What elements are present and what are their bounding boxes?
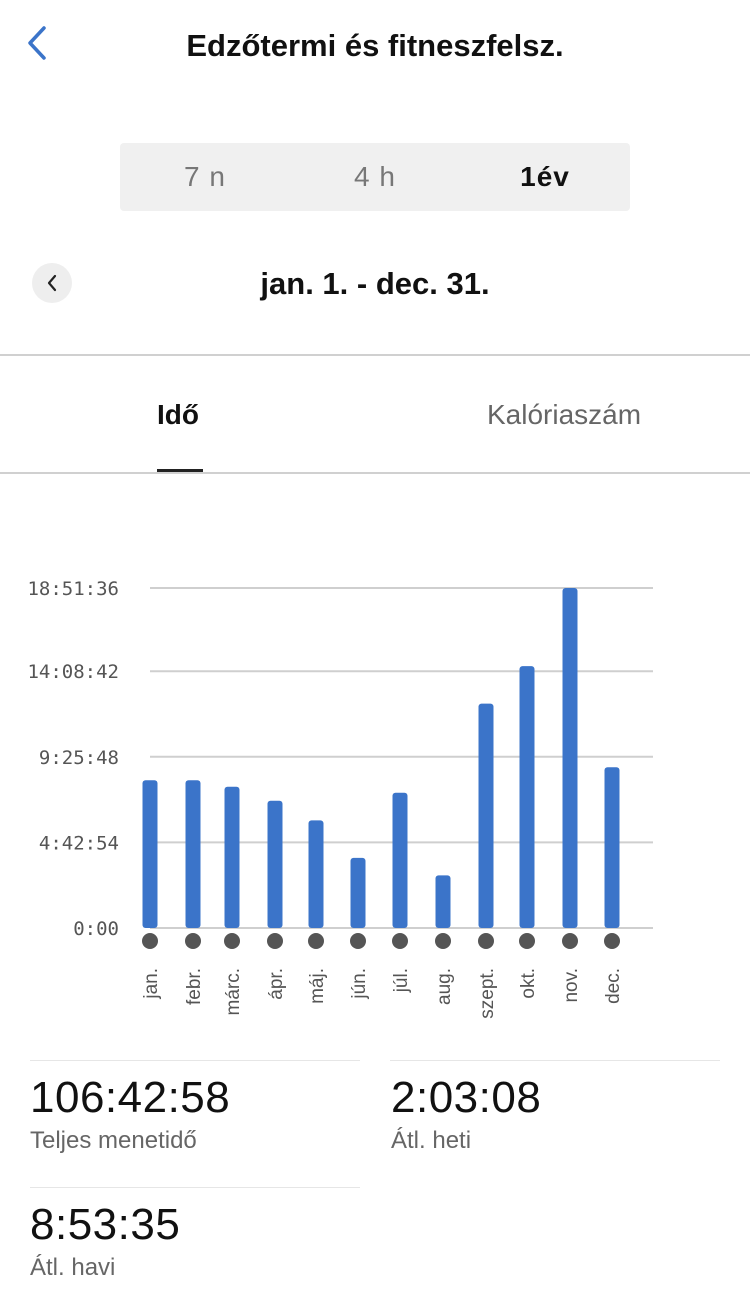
range-segmented-control: 7 n 4 h 1év — [120, 143, 630, 211]
bar-marker-dot — [267, 933, 283, 949]
stat-monthly-average: 8:53:35 Átl. havi — [30, 1200, 180, 1282]
range-tab-4-weeks[interactable]: 4 h — [354, 161, 396, 192]
time-bar-chart: 0:00 4:42:54 9:25:48 14:08:42 18:51:36 jan. fe… — [27, 578, 653, 1019]
bar-marker-dot — [478, 933, 494, 949]
x-tick-label: nov. — [561, 968, 582, 1003]
stat-label: Átl. heti — [391, 1127, 472, 1154]
x-tick-label: máj. — [307, 968, 328, 1004]
stat-value: 106:42:58 — [30, 1073, 231, 1122]
range-tab-1-year[interactable]: 1év — [520, 161, 570, 192]
x-tick-label: márc. — [223, 968, 244, 1016]
x-tick-label: ápr. — [266, 968, 287, 1000]
bar-marker-dot — [435, 933, 451, 949]
chart-bar[interactable] — [392, 792, 408, 928]
x-tick-label: júl. — [391, 968, 412, 993]
chart-bar[interactable] — [142, 780, 158, 928]
divider — [0, 472, 750, 474]
tab-time-label: Idő — [157, 399, 199, 430]
stat-weekly-average: 2:03:08 Átl. heti — [391, 1073, 541, 1155]
bar-marker-dot — [562, 933, 578, 949]
nav-header: Edzőtermi és fitneszfelsz. — [0, 0, 750, 92]
chart-bar[interactable] — [604, 767, 620, 928]
y-tick-label: 9:25:48 — [39, 747, 119, 769]
metric-tabs: Idő Kalóriaszám — [0, 357, 750, 472]
page-title: Edzőtermi és fitneszfelsz. — [186, 28, 564, 63]
x-tick-label: jan. — [141, 968, 162, 1000]
y-tick-label: 14:08:42 — [27, 661, 119, 683]
date-range-label: jan. 1. - dec. 31. — [260, 266, 490, 301]
x-tick-label: dec. — [603, 968, 624, 1004]
chart-bar[interactable] — [562, 587, 578, 928]
x-tick-label: jún. — [349, 968, 370, 1000]
chevron-left-icon — [28, 26, 46, 60]
bar-marker-dot — [224, 933, 240, 949]
bar-marker-dot — [604, 933, 620, 949]
stat-value: 8:53:35 — [30, 1200, 181, 1249]
bar-marker-dot — [142, 933, 158, 949]
x-tick-label: szept. — [477, 968, 498, 1019]
chevron-left-icon — [47, 274, 57, 292]
divider — [30, 1060, 360, 1061]
y-tick-label: 4:42:54 — [39, 832, 119, 854]
previous-period-button[interactable] — [32, 263, 72, 303]
bar-marker-dot — [350, 933, 366, 949]
x-tick-label: aug. — [434, 968, 455, 1005]
tab-time[interactable]: Idő — [157, 357, 203, 472]
bar-marker-dot — [519, 933, 535, 949]
chart-bar[interactable] — [185, 780, 201, 928]
divider — [390, 1060, 720, 1061]
stat-total-duration: 106:42:58 Teljes menetidő — [30, 1073, 230, 1155]
range-tab-7-days[interactable]: 7 n — [184, 161, 226, 192]
chart-bar[interactable] — [478, 703, 494, 928]
bar-marker-dot — [308, 933, 324, 949]
x-tick-label: okt. — [518, 968, 539, 999]
chart-bar[interactable] — [350, 857, 366, 928]
date-navigator: jan. 1. - dec. 31. — [0, 252, 750, 316]
tab-calories-label: Kalóriaszám — [487, 399, 642, 430]
chart-bar[interactable] — [435, 875, 451, 928]
back-button[interactable] — [22, 22, 56, 66]
bar-marker-dot — [185, 933, 201, 949]
y-tick-label: 18:51:36 — [27, 578, 119, 600]
chart-bar[interactable] — [519, 666, 535, 928]
stat-value: 2:03:08 — [391, 1073, 542, 1122]
chart-bar[interactable] — [308, 820, 324, 928]
x-tick-label: febr. — [184, 968, 205, 1005]
stat-label: Teljes menetidő — [30, 1127, 197, 1154]
chart-bar[interactable] — [267, 800, 283, 928]
chart-bar[interactable] — [224, 786, 240, 928]
stat-label: Átl. havi — [30, 1254, 116, 1281]
y-tick-label: 0:00 — [73, 918, 119, 940]
divider — [0, 354, 750, 356]
tab-calories[interactable]: Kalóriaszám — [487, 357, 657, 472]
bar-marker-dot — [392, 933, 408, 949]
divider — [30, 1187, 360, 1188]
active-tab-indicator — [157, 469, 203, 472]
